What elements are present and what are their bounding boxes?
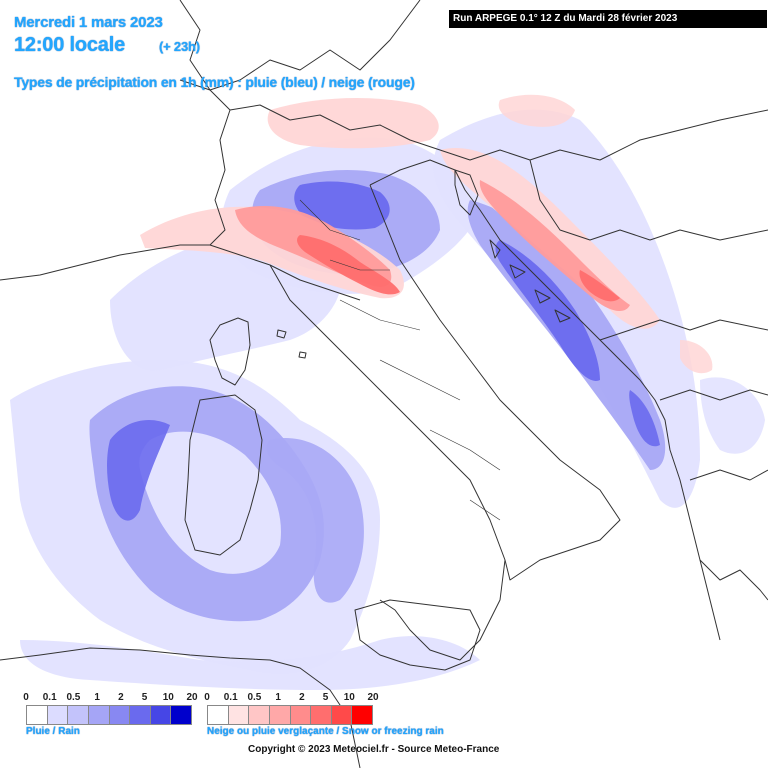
swiss-border <box>179 0 421 91</box>
rain-spiral-mid <box>89 386 324 622</box>
dalmatian-islands <box>489 239 571 323</box>
rain-south-swath <box>20 636 480 690</box>
rain-tick: 10 <box>162 692 174 703</box>
rain-tyrrhenian-arc <box>266 438 364 603</box>
forecast-time: 12:00 locale <box>14 34 126 56</box>
rain-swatch <box>27 706 47 724</box>
snow-legend: 0 0.1 0.5 1 2 5 10 20 Neige ou pluie ver… <box>204 692 444 737</box>
snow-tick: 0.1 <box>223 692 238 703</box>
snow-tick: 10 <box>343 692 355 703</box>
rain-tick: 2 <box>118 692 124 703</box>
forecast-date: Mercredi 1 mars 2023 <box>14 14 163 31</box>
snow-color-scale <box>207 705 373 725</box>
italy-east-coast <box>369 184 621 581</box>
snow-legend-title: Neige ou pluie verglaçante / Snow or fre… <box>207 726 444 737</box>
snow-swatch <box>268 706 290 724</box>
snow-swatch <box>208 706 228 724</box>
model-run-banner: Run ARPEGE 0.1° 12 Z du Mardi 28 février… <box>449 10 767 28</box>
balkan-borders <box>529 159 768 481</box>
adriatic-north-coast <box>369 159 721 641</box>
snow-tick: 2 <box>299 692 305 703</box>
snow-swatch <box>310 706 331 724</box>
snow-northern-balkan-light <box>498 94 575 127</box>
snow-tick: 20 <box>367 692 379 703</box>
snow-legend-ticks: 0 0.1 0.5 1 2 5 10 20 <box>204 692 378 704</box>
snow-precipitation-layer <box>140 94 713 374</box>
snow-tick: 0 <box>204 692 210 703</box>
france-italy-border <box>209 109 231 246</box>
rain-swatch <box>170 706 191 724</box>
rain-precipitation-layer <box>10 109 765 690</box>
rain-tick: 0.1 <box>42 692 57 703</box>
tuscan-islands <box>276 329 307 359</box>
rain-swatch <box>149 706 171 724</box>
rain-swatch <box>108 706 130 724</box>
snow-swatch <box>330 706 352 724</box>
snow-tick: 5 <box>322 692 329 703</box>
alpine-border <box>179 79 768 161</box>
rain-swatch <box>67 706 88 724</box>
north-africa-coast <box>0 647 361 768</box>
snow-swatch <box>227 706 249 724</box>
snow-swatch <box>351 706 372 724</box>
snow-tick: 0.5 <box>247 692 262 703</box>
snow-swatch <box>289 706 311 724</box>
snow-apennine-light <box>140 206 404 299</box>
istrian-coast <box>454 169 479 216</box>
sardinia-island <box>184 394 263 556</box>
rain-core-dalmatian <box>495 240 600 381</box>
rain-tick: 0.5 <box>66 692 81 703</box>
rain-tick: 20 <box>186 692 198 703</box>
snow-swatch <box>248 706 269 724</box>
snow-tick: 1 <box>275 692 281 703</box>
forecast-lead-time: (+ 23h) <box>159 39 200 54</box>
rain-legend: 0 0.1 0.5 1 2 5 10 20 Pluie / Rain <box>23 692 197 737</box>
rain-color-scale <box>26 705 192 725</box>
rain-core-ligurian <box>294 181 390 230</box>
riviera-coast <box>0 244 361 301</box>
sicily-island <box>354 599 481 671</box>
rain-legend-title: Pluie / Rain <box>26 726 80 737</box>
rain-core-albania <box>629 390 660 447</box>
rain-core-spiral <box>107 420 170 521</box>
italy-regional-borders <box>299 199 501 521</box>
italy-west-coast <box>269 264 506 661</box>
rain-swatch <box>46 706 68 724</box>
rain-swatch <box>87 706 109 724</box>
precipitation-type-caption: Types de précipitation en 1h (mm) : plui… <box>14 74 415 90</box>
greece-coast <box>699 559 768 601</box>
snow-alps-light <box>267 98 439 149</box>
snow-core-apennine <box>297 235 400 295</box>
rain-tick: 0 <box>23 692 29 703</box>
rain-legend-ticks: 0 0.1 0.5 1 2 5 10 20 <box>23 692 197 704</box>
copyright-notice: Copyright © 2023 Meteociel.fr - Source M… <box>248 744 500 755</box>
rain-tick: 1 <box>94 692 100 703</box>
rain-swatch <box>129 706 150 724</box>
rain-east-balkan <box>700 377 765 454</box>
rain-tick: 5 <box>141 692 148 703</box>
corsica-island <box>209 317 251 386</box>
snow-core-dinaric <box>579 270 620 302</box>
snow-greek-light <box>680 340 713 374</box>
